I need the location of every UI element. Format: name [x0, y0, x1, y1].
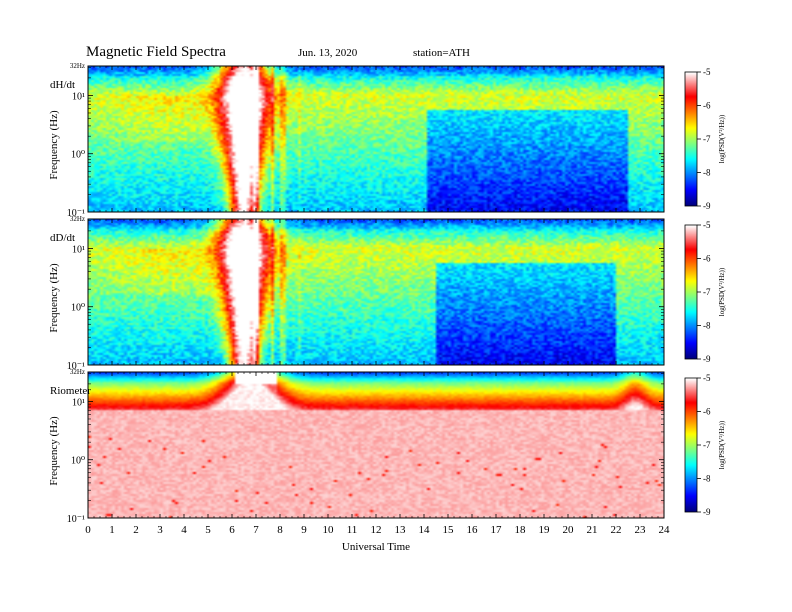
colorbar-tick-label: -5 [703, 220, 711, 230]
y-tick-label: 10⁻¹ [67, 208, 85, 219]
top-frequency-label: 32Hz [70, 368, 85, 376]
x-tick-label: 17 [491, 524, 503, 536]
chart-title: Magnetic Field Spectra [86, 44, 226, 60]
x-tick-label: 23 [635, 524, 647, 536]
colorbar [685, 72, 697, 206]
colorbar [685, 378, 697, 512]
x-tick-label: 16 [467, 524, 479, 536]
colorbar-label: log(PSD(V²/Hz)) [718, 420, 726, 469]
x-tick-label: 8 [277, 524, 283, 536]
heatmap-panel-3 [88, 372, 664, 518]
x-tick-label: 24 [659, 524, 671, 536]
station-label: station=ATH [413, 47, 470, 59]
colorbar-tick-label: -8 [703, 168, 711, 178]
colorbar-tick-label: -8 [703, 321, 711, 331]
x-tick-label: 7 [253, 524, 259, 536]
y-tick-label: 10⁰ [71, 150, 85, 161]
x-tick-label: 20 [563, 524, 575, 536]
x-tick-label: 3 [157, 524, 163, 536]
x-tick-label: 22 [611, 524, 622, 536]
x-tick-label: 19 [539, 524, 551, 536]
x-tick-label: 5 [205, 524, 211, 536]
x-tick-label: 21 [587, 524, 598, 536]
x-tick-label: 10 [323, 524, 335, 536]
x-tick-label: 11 [347, 524, 358, 536]
heatmap-panel-1 [88, 66, 664, 212]
panel-label: Riometer [50, 385, 91, 397]
x-tick-label: 1 [109, 524, 115, 536]
colorbar-tick-label: -6 [703, 254, 711, 264]
colorbar-tick-label: -5 [703, 373, 711, 383]
colorbar-tick-label: -6 [703, 101, 711, 111]
top-frequency-label: 32Hz [70, 62, 85, 70]
x-tick-label: 6 [229, 524, 235, 536]
x-tick-label: 15 [443, 524, 455, 536]
y-axis-label: Frequency (Hz) [48, 263, 60, 333]
x-axis-label: Universal Time [342, 541, 410, 553]
x-tick-label: 2 [133, 524, 139, 536]
x-tick-label: 9 [301, 524, 307, 536]
colorbar-tick-label: -6 [703, 407, 711, 417]
colorbar-tick-label: -7 [703, 134, 711, 144]
colorbar-label: log(PSD(V²/Hz)) [718, 267, 726, 316]
y-tick-label: 10⁰ [71, 303, 85, 314]
y-tick-label: 10¹ [72, 91, 85, 102]
colorbar-tick-label: -7 [703, 287, 711, 297]
colorbar-tick-label: -5 [703, 67, 711, 77]
colorbar-tick-label: -9 [703, 507, 711, 517]
x-tick-label: 12 [371, 524, 382, 536]
y-axis-label: Frequency (Hz) [48, 110, 60, 180]
x-tick-label: 4 [181, 524, 187, 536]
top-frequency-label: 32Hz [70, 215, 85, 223]
x-tick-label: 13 [395, 524, 407, 536]
colorbar-label: log(PSD(V²/Hz)) [718, 114, 726, 163]
heatmap-panel-2 [88, 219, 664, 365]
colorbar-tick-label: -9 [703, 201, 711, 211]
colorbar-tick-label: -9 [703, 354, 711, 364]
colorbar [685, 225, 697, 359]
panel-label: dH/dt [50, 79, 75, 91]
y-axis-label: Frequency (Hz) [48, 416, 60, 486]
x-tick-label: 18 [515, 524, 527, 536]
y-tick-label: 10¹ [72, 244, 85, 255]
panel-label: dD/dt [50, 232, 75, 244]
y-tick-label: 10⁰ [71, 456, 85, 467]
colorbar-tick-label: -8 [703, 474, 711, 484]
date-label: Jun. 13, 2020 [298, 47, 358, 59]
x-tick-label: 14 [419, 524, 431, 536]
y-tick-label: 10¹ [72, 397, 85, 408]
x-tick-label: 0 [85, 524, 91, 536]
y-tick-label: 10⁻¹ [67, 361, 85, 372]
y-tick-label: 10⁻¹ [67, 514, 85, 525]
colorbar-tick-label: -7 [703, 440, 711, 450]
